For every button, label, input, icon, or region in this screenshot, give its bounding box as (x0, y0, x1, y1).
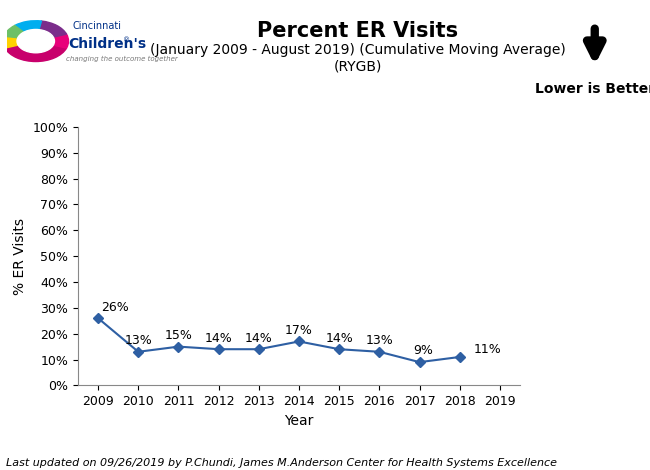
Text: Last updated on 09/26/2019 by P.Chundi, James M.Anderson Center for Health Syste: Last updated on 09/26/2019 by P.Chundi, … (6, 458, 558, 468)
Text: 13%: 13% (365, 334, 393, 347)
Y-axis label: % ER Visits: % ER Visits (13, 218, 27, 295)
Text: 17%: 17% (285, 324, 313, 337)
Wedge shape (36, 34, 68, 48)
Circle shape (17, 30, 55, 53)
Text: 13%: 13% (124, 334, 152, 347)
Text: 14%: 14% (205, 331, 233, 345)
Text: Percent ER Visits: Percent ER Visits (257, 21, 458, 41)
Text: Lower is Better: Lower is Better (535, 82, 650, 96)
Text: (RYGB): (RYGB) (333, 59, 382, 73)
Text: 15%: 15% (164, 329, 192, 342)
Text: 9%: 9% (413, 345, 434, 358)
Text: ®: ® (123, 38, 130, 44)
Wedge shape (3, 25, 36, 41)
Text: Children's: Children's (68, 38, 147, 52)
Text: 14%: 14% (245, 331, 273, 345)
Wedge shape (15, 21, 42, 41)
Text: 11%: 11% (474, 343, 502, 356)
Text: 14%: 14% (325, 331, 353, 345)
Text: changing the outcome together: changing the outcome together (66, 55, 178, 62)
Wedge shape (3, 38, 36, 48)
Text: (January 2009 - August 2019) (Cumulative Moving Average): (January 2009 - August 2019) (Cumulative… (150, 43, 566, 57)
Wedge shape (36, 21, 66, 41)
Text: Cincinnati: Cincinnati (72, 21, 121, 31)
X-axis label: Year: Year (284, 414, 314, 428)
Text: 26%: 26% (101, 300, 129, 313)
Wedge shape (5, 41, 66, 62)
